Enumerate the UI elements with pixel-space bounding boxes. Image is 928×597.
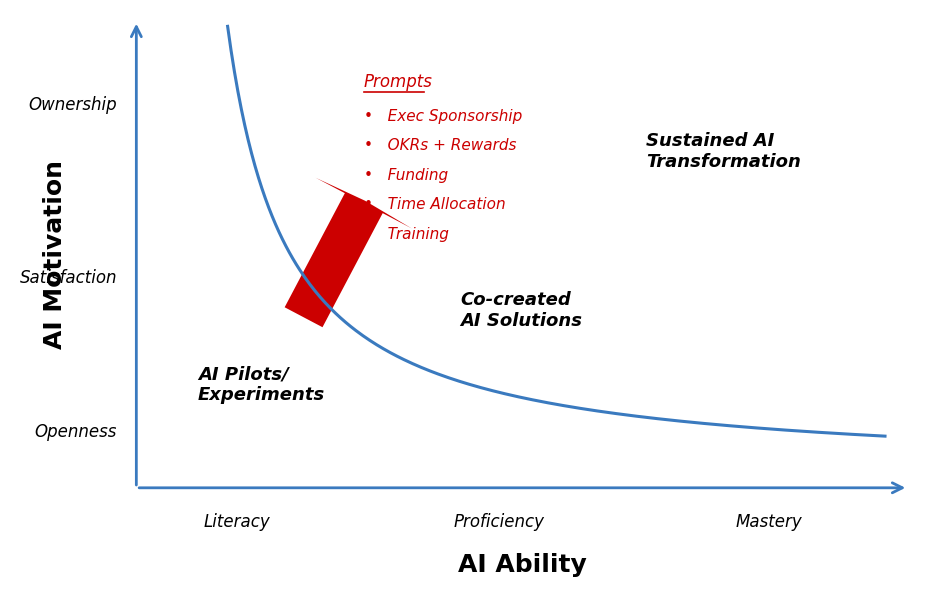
Text: AI Pilots/
Experiments: AI Pilots/ Experiments <box>198 366 325 405</box>
Text: Co-created
AI Solutions: Co-created AI Solutions <box>460 291 582 330</box>
Text: •   Funding: • Funding <box>364 168 447 183</box>
Text: Literacy: Literacy <box>203 513 270 531</box>
Text: AI Motivation: AI Motivation <box>44 160 67 349</box>
Text: •   OKRs + Rewards: • OKRs + Rewards <box>364 139 516 153</box>
Text: •   Time Allocation: • Time Allocation <box>364 198 505 213</box>
Text: •   Exec Sponsorship: • Exec Sponsorship <box>364 109 522 124</box>
Text: Sustained AI
Transformation: Sustained AI Transformation <box>645 132 800 171</box>
Text: Ownership: Ownership <box>29 96 117 114</box>
Text: Openness: Openness <box>34 423 117 441</box>
Text: Mastery: Mastery <box>735 513 802 531</box>
Text: AI Ability: AI Ability <box>458 553 586 577</box>
Text: Prompts: Prompts <box>364 73 432 91</box>
Text: Satisfaction: Satisfaction <box>19 269 117 287</box>
Text: •   Training: • Training <box>364 227 448 242</box>
Text: Proficiency: Proficiency <box>453 513 544 531</box>
